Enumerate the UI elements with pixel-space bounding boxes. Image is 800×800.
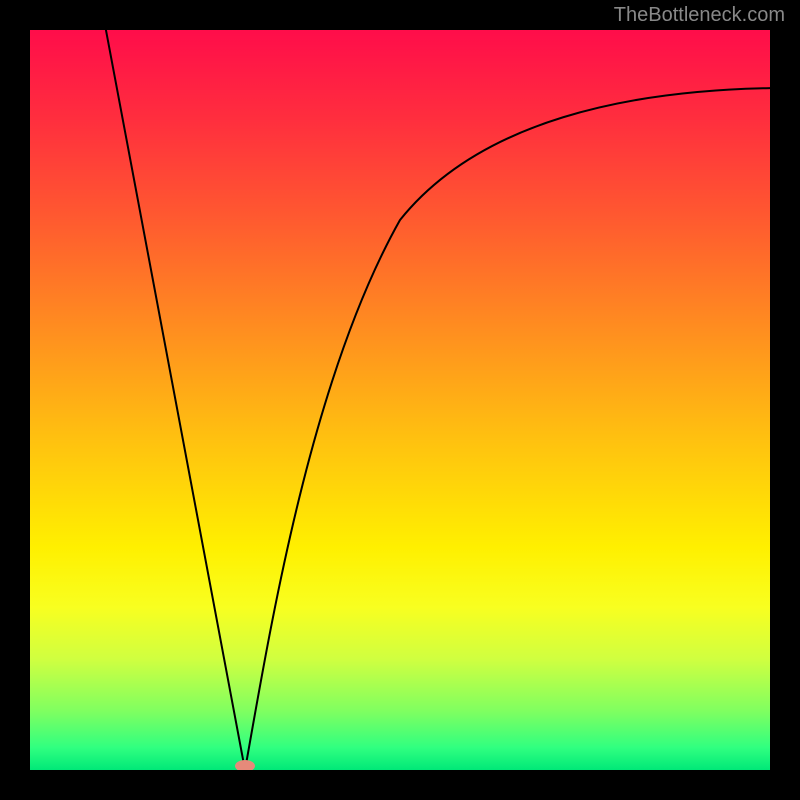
chart-container: [30, 30, 770, 770]
chart-background: [30, 30, 770, 770]
chart-svg: [30, 30, 770, 770]
watermark-text: TheBottleneck.com: [614, 4, 785, 27]
